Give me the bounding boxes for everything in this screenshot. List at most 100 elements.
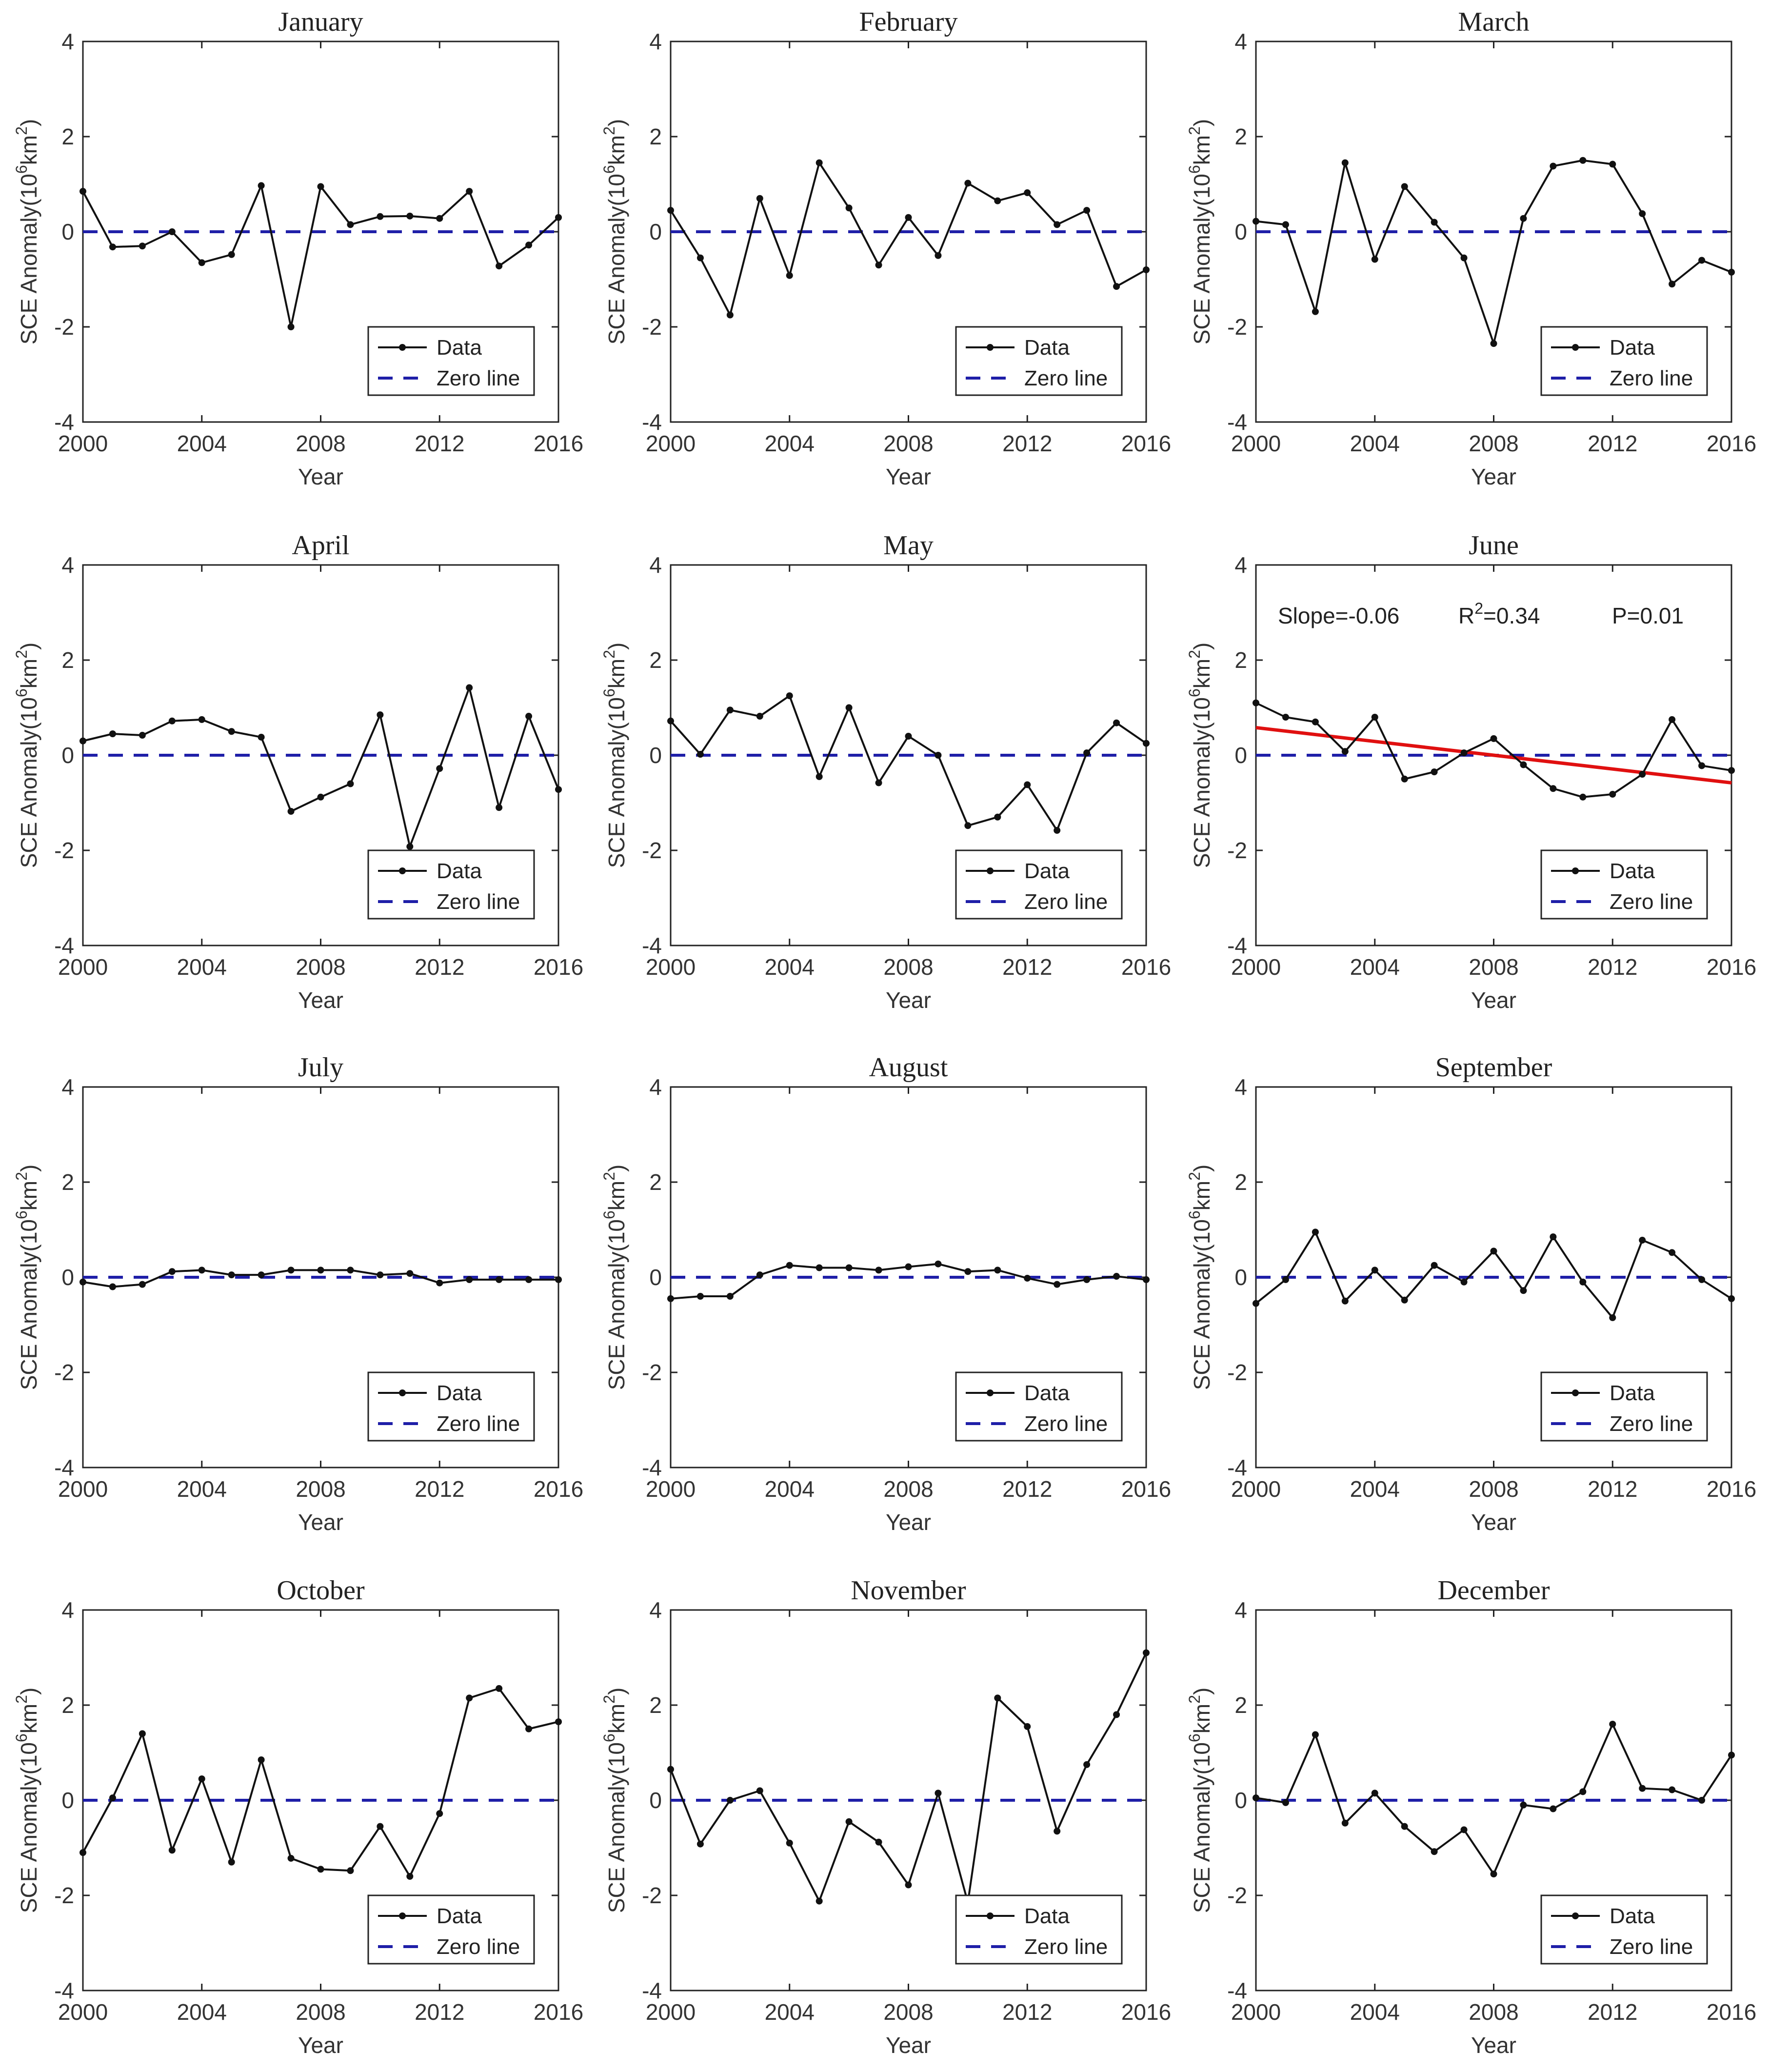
data-point xyxy=(1550,1805,1557,1812)
legend-data-marker xyxy=(399,1389,406,1396)
x-axis-label: Year xyxy=(886,987,931,1013)
data-point xyxy=(1431,219,1438,226)
data-point xyxy=(1282,1276,1289,1283)
data-point xyxy=(935,1790,942,1797)
y-tick-label: 0 xyxy=(649,1265,662,1290)
data-point xyxy=(139,1730,146,1737)
x-axis-label: Year xyxy=(886,2032,931,2058)
legend-box xyxy=(955,1371,1123,1442)
x-tick-label: 2004 xyxy=(1350,1476,1400,1502)
panel-april: April -4 -2 0 2 4 2000 2004 2008 2012 2016 Year SCE … xyxy=(13,530,583,1013)
data-point xyxy=(1490,1247,1497,1255)
legend-box xyxy=(955,326,1123,396)
data-point xyxy=(1282,1799,1289,1806)
legend-data-label: Data xyxy=(1024,336,1070,360)
slope-annotation: Slope=-0.06 xyxy=(1278,603,1399,628)
y-axis-label: SCE Anomaly(106km2) xyxy=(1186,643,1214,868)
y-tick-label: -2 xyxy=(1227,1883,1247,1908)
data-point xyxy=(1639,771,1646,778)
data-point xyxy=(1639,1785,1646,1792)
data-point xyxy=(994,813,1001,821)
data-point xyxy=(317,183,324,190)
y-tick-label: -2 xyxy=(54,1360,74,1385)
data-point xyxy=(287,1267,295,1274)
data-point xyxy=(905,733,912,740)
data-point xyxy=(1024,189,1031,197)
data-point xyxy=(1113,719,1120,726)
data-point xyxy=(1728,1751,1735,1759)
legend: Data Zero line xyxy=(955,1371,1123,1442)
legend-box xyxy=(1540,1371,1708,1442)
x-tick-label: 2008 xyxy=(296,431,345,456)
y-tick-label: 0 xyxy=(1234,743,1247,768)
x-tick-label: 2004 xyxy=(177,431,227,456)
legend-data-marker xyxy=(987,1389,994,1396)
x-tick-label: 2008 xyxy=(296,954,345,980)
y-tick-label: 2 xyxy=(649,124,662,149)
data-point xyxy=(258,733,265,741)
legend-data-marker xyxy=(1572,1389,1579,1396)
y-tick-label: -2 xyxy=(1227,838,1247,863)
legend-box xyxy=(367,1894,535,1965)
y-axis-label: SCE Anomaly(106km2) xyxy=(1186,1165,1214,1390)
data-point xyxy=(667,1766,674,1773)
panel-june: June -4 -2 0 2 4 2000 2004 2008 2012 2016 Year SCE A… xyxy=(1186,530,1756,1013)
data-point xyxy=(1083,207,1091,214)
data-point xyxy=(1253,1794,1259,1802)
data-point xyxy=(1253,699,1259,706)
data-point xyxy=(406,843,414,850)
panel-title: April xyxy=(292,530,349,561)
x-tick-label: 2016 xyxy=(1121,431,1171,456)
x-tick-label: 2004 xyxy=(765,431,815,456)
x-tick-label: 2016 xyxy=(534,431,583,456)
legend-data-marker xyxy=(1572,344,1579,351)
data-point xyxy=(168,1847,176,1854)
data-point xyxy=(525,1276,533,1283)
y-tick-label: 0 xyxy=(61,743,74,768)
data-point xyxy=(905,1263,912,1270)
data-point xyxy=(80,737,86,744)
legend-data-marker xyxy=(1572,867,1579,874)
data-point xyxy=(994,1694,1001,1702)
y-tick-label: 4 xyxy=(61,1074,74,1100)
data-point xyxy=(1490,340,1497,347)
data-series-line xyxy=(670,161,1147,316)
data-point xyxy=(845,204,853,212)
x-tick-label: 2000 xyxy=(1231,431,1281,456)
data-point xyxy=(1550,1233,1557,1241)
x-tick-label: 2004 xyxy=(177,1999,227,2025)
y-tick-label: 4 xyxy=(61,552,74,578)
x-tick-label: 2012 xyxy=(1002,1476,1052,1502)
data-point xyxy=(139,732,146,739)
y-tick-label: -2 xyxy=(54,838,74,863)
panel-title: May xyxy=(883,530,934,561)
data-point xyxy=(1490,1871,1497,1878)
data-series-line xyxy=(1255,702,1732,798)
trend-line xyxy=(1255,725,1732,785)
data-point xyxy=(1698,762,1706,769)
data-series-line xyxy=(1255,159,1732,345)
data-point xyxy=(1054,1281,1061,1288)
x-tick-label: 2004 xyxy=(1350,1999,1400,2025)
data-point xyxy=(406,1873,414,1880)
data-point xyxy=(1460,749,1468,757)
data-point xyxy=(555,1718,562,1726)
legend: Data Zero line xyxy=(367,1894,535,1965)
data-series-line xyxy=(82,686,559,848)
x-axis-label: Year xyxy=(1471,464,1516,489)
data-point xyxy=(198,716,205,723)
legend-data-label: Data xyxy=(1610,859,1655,883)
legend-data-marker xyxy=(987,1912,994,1919)
y-tick-label: -2 xyxy=(642,314,662,340)
x-tick-label: 2000 xyxy=(58,431,108,456)
x-tick-label: 2000 xyxy=(58,954,108,980)
panel-title: February xyxy=(859,7,957,37)
x-tick-label: 2008 xyxy=(883,954,933,980)
data-point xyxy=(1312,1228,1319,1236)
p-annotation: P=0.01 xyxy=(1612,603,1684,628)
data-point xyxy=(1341,1819,1349,1827)
data-point xyxy=(875,1838,882,1846)
x-axis-label: Year xyxy=(1471,1509,1516,1535)
y-axis-label: SCE Anomaly(106km2) xyxy=(600,1688,629,1913)
data-point xyxy=(347,1267,354,1274)
